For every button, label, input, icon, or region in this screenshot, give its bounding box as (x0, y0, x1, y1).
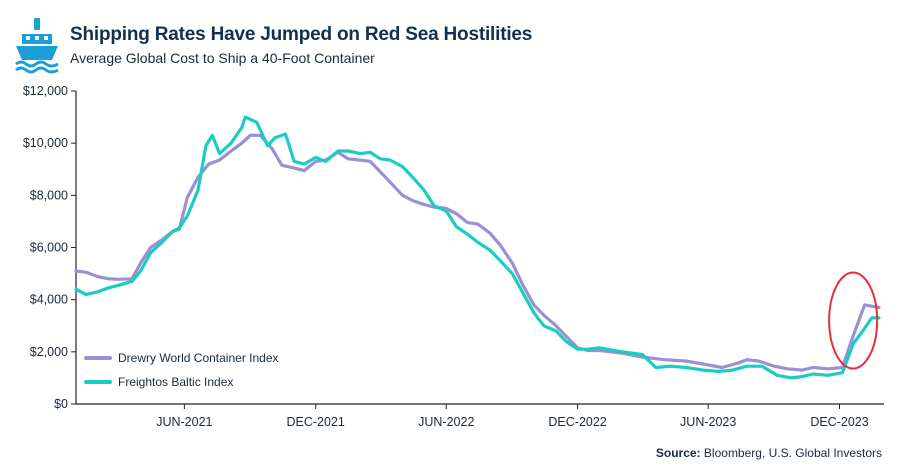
source-note: Source: Bloomberg, U.S. Global Investors (656, 446, 882, 460)
series-line (74, 115, 881, 380)
y-tick-label: $12,000 (23, 84, 68, 98)
y-tick-label: $6,000 (30, 241, 68, 255)
source-text: Bloomberg, U.S. Global Investors (703, 446, 882, 460)
x-tick-label: DEC-2022 (548, 415, 606, 429)
legend-label: Drewry World Container Index (118, 351, 279, 365)
highlight-circle (828, 271, 879, 370)
y-tick-label: $2,000 (30, 345, 68, 359)
y-tick-label: $4,000 (30, 293, 68, 307)
x-tick-label: DEC-2023 (810, 415, 868, 429)
line-chart: $0 $2,000 $4,000 $6,000 $8,000 $10,000 $12,000… (23, 84, 884, 429)
x-tick-label: DEC-2021 (286, 415, 344, 429)
y-tick-label: $8,000 (30, 188, 68, 202)
source-label: Source: (655, 446, 701, 460)
y-tick-label: $0 (54, 397, 68, 411)
x-tick-label: JUN-2022 (418, 415, 474, 429)
series-line (74, 133, 881, 372)
chart-subtitle: Average Global Cost to Ship a 40-Foot Co… (70, 50, 375, 66)
x-tick-label: JUN-2021 (156, 415, 212, 429)
ship-icon (15, 18, 59, 74)
y-tick-label: $10,000 (23, 136, 68, 150)
legend-label: Freightos Baltic Index (118, 375, 233, 389)
chart-title: Shipping Rates Have Jumped on Red Sea Ho… (70, 24, 533, 45)
x-tick-label: JUN-2023 (680, 415, 736, 429)
